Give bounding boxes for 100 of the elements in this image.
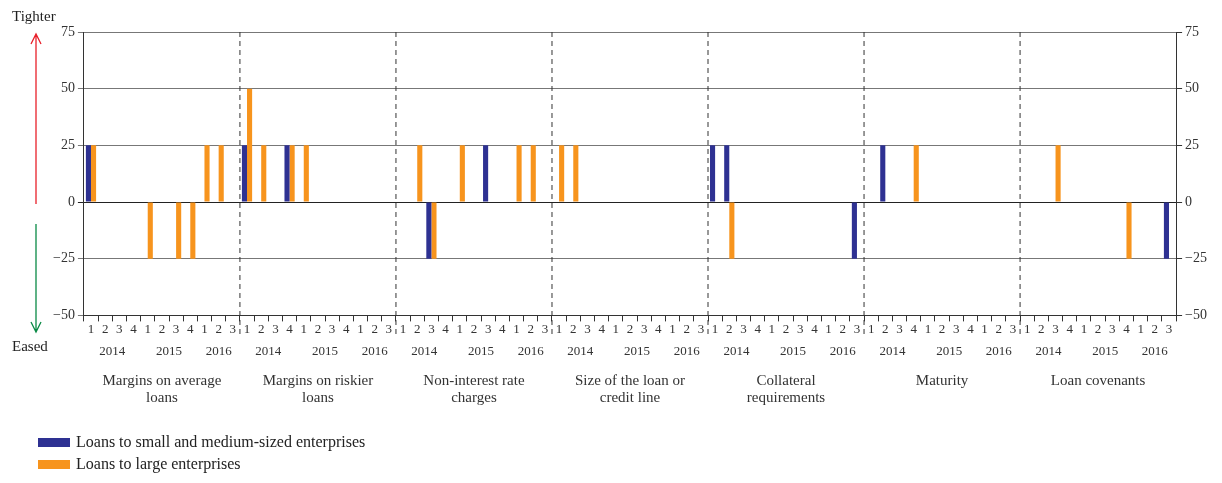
x-tick-label: 2 [839,320,847,336]
text: 2014 [567,343,594,359]
x-tick-label: 2 [101,320,109,336]
x-tick-label: 3 [697,320,705,336]
text: 2014 [723,343,750,359]
text: 2016 [361,343,389,359]
x-tick-label: 4 [1123,320,1131,336]
x-tick-label: 1 [1080,320,1088,336]
x-tick-label: 3 [740,320,747,336]
x-tick-label: 1 [1137,320,1144,336]
x-tick-label: 3 [1052,320,1059,336]
bar [516,145,522,202]
text: 2015 [780,343,807,359]
text: 2014 [255,343,282,359]
bar [284,145,290,202]
x-tick-label: 2 [726,320,733,336]
text: 2014 [99,343,126,359]
x-tick-label: 1 [825,320,832,336]
text: 2015 [936,343,963,359]
text: 2015 [156,343,182,359]
x-tick-label: 3 [796,320,804,336]
x-tick-label: 3 [896,320,903,336]
text: 2016 [517,343,545,359]
x-tick-label: 3 [952,320,960,336]
bar [851,202,857,259]
x-tick-label: 2 [314,320,322,336]
x-tick-label: 4 [286,320,294,336]
x-tick-label: 3 [428,320,435,336]
x-tick-label: 1 [924,320,932,336]
x-tick-label: 1 [669,320,676,336]
x-tick-label: 2 [470,320,478,336]
x-tick-label: 1 [1023,320,1031,336]
x-tick-label: 3 [1109,320,1116,336]
bar [190,202,196,259]
x-tick-label: 2 [683,320,690,336]
bar [241,145,248,202]
y2-tick-label: −50 [1185,307,1208,323]
x-tick-label: 1 [357,320,364,336]
bar [724,145,730,202]
x-tick-label: 4 [655,320,663,336]
x-tick-label: 1 [399,320,407,336]
text: Non-interest rate charges [423,371,525,405]
bar [289,145,295,202]
text: Loan covenants [1050,371,1146,388]
x-tick-label: 2 [626,320,634,336]
bar [459,145,465,202]
y-tick-label: 25 [60,137,75,153]
x-tick-label: 1 [612,320,620,336]
x-tick-label: 1 [768,320,776,336]
y2-tick-label: 25 [1185,137,1200,153]
y-tick-label: 0 [67,193,75,209]
text: 2016 [1141,343,1169,359]
x-tick-label: 2 [782,320,790,336]
text: Eased [12,338,48,355]
bar [261,145,267,202]
x-tick-label: 4 [343,320,351,336]
x-tick-label: 1 [201,320,208,336]
x-tick-label: 2 [371,320,378,336]
text: 2015 [1092,343,1119,359]
x-tick-label: 2 [1151,320,1159,336]
x-tick-label: 2 [413,320,421,336]
bar [303,145,309,202]
bar [880,145,886,202]
bar [204,145,210,202]
text: 2014 [411,343,438,359]
x-tick-label: 4 [811,320,819,336]
text: Collateral requirements [746,371,826,405]
text: 2014 [1035,343,1062,359]
y2-tick-label: 0 [1185,193,1193,209]
bar [710,145,716,202]
text: Maturity [915,371,969,388]
x-tick-label: 3 [172,320,180,336]
x-tick-label: 4 [130,320,138,336]
y2-tick-label: 75 [1185,23,1200,39]
x-tick-label: 1 [456,320,464,336]
x-tick-label: 3 [584,320,591,336]
bar [559,145,565,202]
y2-tick-label: −25 [1185,250,1208,266]
y2-tick-label: 50 [1185,80,1200,96]
x-tick-label: 2 [995,320,1003,336]
legend-label: Loans to small and medium-sized enterprises [76,433,366,451]
x-tick-label: 1 [243,320,251,336]
x-tick-label: 2 [1038,320,1045,336]
x-tick-label: 1 [513,320,520,336]
text: Tighter [12,8,56,25]
x-tick-label: 4 [442,320,450,336]
x-tick-label: 3 [385,320,393,336]
text: Size of the loan or credit line [575,371,685,405]
text: 2015 [312,343,339,359]
x-tick-label: 4 [967,320,975,336]
x-tick-label: 3 [229,320,237,336]
bar [1055,145,1061,202]
text: 2016 [673,343,701,359]
bar [483,145,489,202]
y-tick-label: −25 [52,250,75,266]
x-tick-label: 3 [1009,320,1017,336]
x-tick-label: 2 [158,320,166,336]
x-tick-label: 2 [257,320,265,336]
y-tick-label: 50 [60,80,75,96]
x-tick-label: 1 [711,320,719,336]
